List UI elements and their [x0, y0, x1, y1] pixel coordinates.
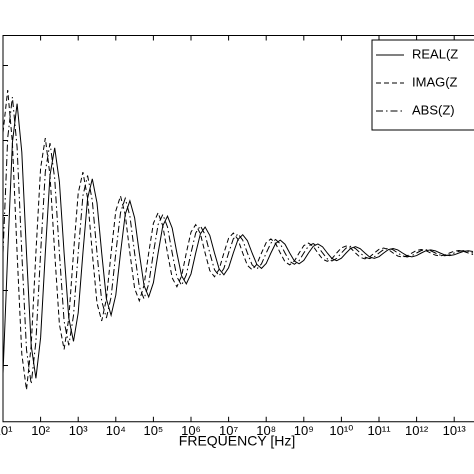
x-tick-label: 10⁷ [219, 423, 238, 438]
series-line [2, 89, 474, 390]
x-tick-label: 10¹ [0, 423, 13, 438]
series-line [2, 103, 474, 379]
x-tick-label: 10¹⁰ [329, 423, 353, 438]
x-tick-label: 10¹¹ [367, 423, 391, 438]
legend-label: IMAG(Z [412, 74, 458, 89]
legend-label: ABS(Z) [412, 102, 455, 117]
x-axis-label: FREQUENCY [Hz] [179, 433, 295, 449]
series-line [2, 96, 474, 385]
x-tick-label: 10⁹ [294, 423, 314, 438]
x-tick-label: 10¹³ [443, 423, 467, 438]
legend-label: REAL(Z [412, 46, 458, 61]
x-tick-label: 10⁶ [181, 423, 201, 438]
x-tick-label: 10³ [69, 423, 88, 438]
plot-frame [2, 35, 474, 423]
x-tick-label: 10⁴ [106, 423, 126, 438]
x-tick-label: 10¹² [405, 423, 429, 438]
x-tick-label: 10⁸ [256, 423, 276, 438]
x-tick-label: 10² [31, 423, 50, 438]
x-tick-label: 10⁵ [143, 423, 163, 438]
